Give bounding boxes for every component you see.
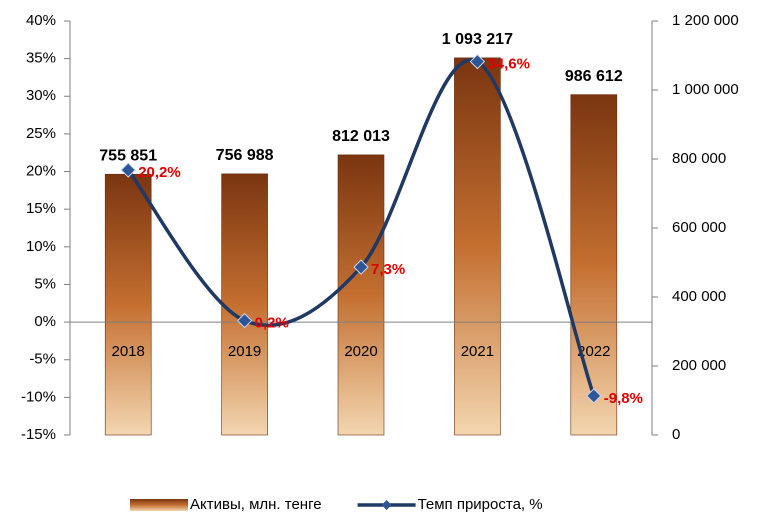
y2-tick-label: 200 000 [672,357,726,374]
marker [120,162,136,178]
bar [570,94,618,436]
y2-tick-label: 400 000 [672,288,726,305]
bar [337,154,385,436]
y2-tick-label: 600 000 [672,219,726,236]
data-label: 986 612 [565,68,623,85]
y-tick-label: 15% [26,200,56,217]
y2-tick-label: 800 000 [672,150,726,167]
y-tick-label: 35% [26,50,56,67]
y-tick-label: 25% [26,125,56,142]
data-label: 7,3% [371,261,405,278]
bar [221,173,268,436]
legend-label: Активы, млн. тенге [190,496,322,513]
y-tick-label: 40% [26,12,56,29]
data-label: 755 851 [99,147,157,164]
legend-swatch [130,499,188,511]
y-tick-label: -10% [21,388,56,405]
x-tick-label: 2018 [112,343,145,360]
data-label: -9,8% [604,390,643,407]
marker [353,259,369,275]
bar [104,173,152,436]
bar [454,57,501,436]
marker [469,53,486,70]
marker [236,312,253,329]
y-tick-label: 5% [34,275,56,292]
data-label: 34,6% [487,56,530,73]
y-tick-label: 0% [34,313,56,330]
x-tick-label: 2022 [577,343,610,360]
line [126,58,596,397]
y-tick-label: 30% [26,87,56,104]
y-tick-label: 10% [26,238,56,255]
y-tick-label: -15% [21,426,56,443]
y2-tick-label: 1 200 000 [672,12,739,29]
y-tick-label: 20% [26,163,56,180]
y-tick-label: -5% [29,351,56,368]
x-tick-label: 2021 [461,343,494,360]
legend-label: Темп прироста, % [418,496,543,513]
y2-tick-label: 1 000 000 [672,81,739,98]
legend-marker [381,500,392,510]
data-label: 20,2% [138,164,181,181]
y2-tick-label: 0 [672,426,680,443]
data-label: 0,2% [255,315,289,332]
x-tick-label: 2020 [344,343,377,360]
marker [586,388,602,404]
data-label: 756 988 [216,147,274,164]
x-tick-label: 2019 [228,343,261,360]
data-label: 1 093 217 [442,31,513,48]
data-label: 812 013 [332,128,390,145]
